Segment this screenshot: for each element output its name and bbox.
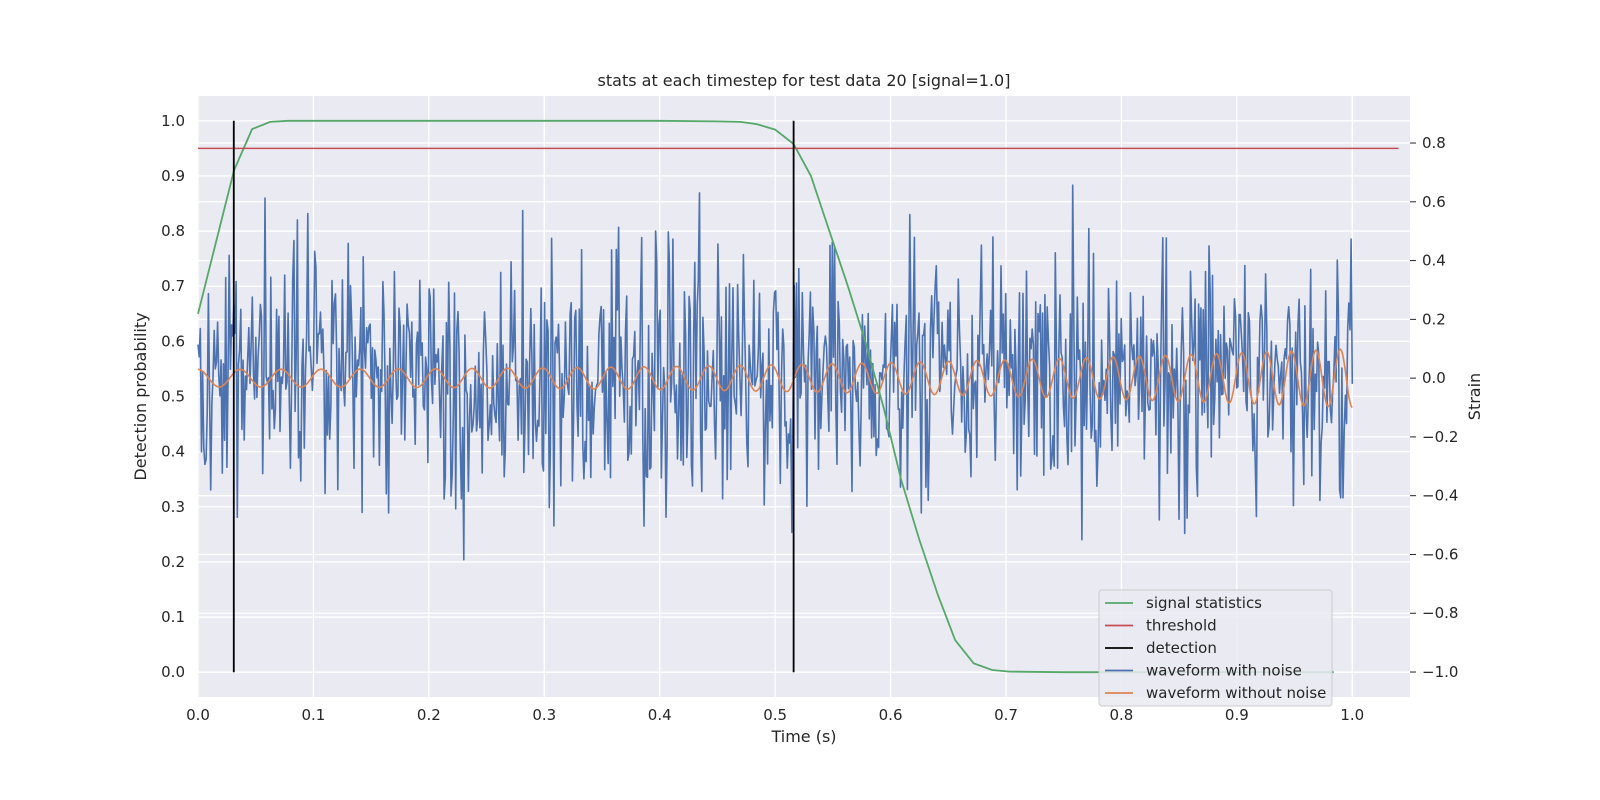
y-right-tick-label: 0.8: [1422, 134, 1446, 152]
y-tick-label: 0.6: [161, 332, 185, 350]
x-tick-label: 0.9: [1225, 706, 1249, 724]
y-tick-label: 0.3: [161, 498, 185, 516]
y-tick-label: 0.8: [161, 222, 185, 240]
x-tick-label: 0.6: [879, 706, 903, 724]
y-right-tick-label: −0.2: [1422, 428, 1458, 446]
y-axis-label: Detection probability: [131, 312, 150, 480]
y-right-tick-label: 0.0: [1422, 369, 1446, 387]
x-tick-label: 0.2: [417, 706, 441, 724]
y-right-tick-label: 0.6: [1422, 193, 1446, 211]
chart-title: stats at each timestep for test data 20 …: [598, 71, 1011, 90]
x-tick-label: 1.0: [1340, 706, 1364, 724]
x-tick-label: 0.7: [994, 706, 1018, 724]
legend-label: waveform without noise: [1146, 684, 1326, 702]
y-tick-label: 0.9: [161, 167, 185, 185]
y-tick-label: 0.0: [161, 663, 185, 681]
y-axis-label-right: Strain: [1465, 373, 1484, 420]
y-tick-label: 1.0: [161, 112, 185, 130]
series-layer: [197, 119, 1399, 674]
legend-box: [1098, 589, 1333, 707]
y-tick-label: 0.4: [161, 443, 185, 461]
left-axis-ticks: 0.0 0.1 0.2 0.3 0.4 0.5 0.6 0.7 0.8 0.9 1.0: [161, 112, 185, 681]
legend-label: threshold: [1146, 617, 1217, 635]
legend-label: detection: [1146, 639, 1217, 657]
x-tick-label: 0.8: [1109, 706, 1133, 724]
y-tick-label: 0.7: [161, 277, 185, 295]
series-signal-statistics: [197, 119, 1334, 674]
legend: signal statistics threshold detection wavef…: [1098, 589, 1333, 707]
x-tick-label: 0.4: [648, 706, 672, 724]
right-axis-ticks: −1.0 −0.8 −0.6 −0.4 −0.2 0.0 0.2 0.4 0.6 0.8: [1410, 134, 1458, 681]
y-right-tick-label: 0.2: [1422, 310, 1446, 328]
x-tick-label: 0.5: [763, 706, 787, 724]
y-right-tick-label: −1.0: [1422, 663, 1458, 681]
x-tick-label: 0.0: [186, 706, 210, 724]
series-waveform-with-noise: [197, 184, 1354, 561]
y-right-tick-label: −0.4: [1422, 487, 1458, 505]
legend-label: signal statistics: [1146, 594, 1262, 612]
x-axis-label: Time (s): [770, 727, 836, 746]
x-tick-label: 0.3: [532, 706, 556, 724]
y-tick-label: 0.5: [161, 388, 185, 406]
series-waveform-without-noise: [197, 348, 1353, 409]
legend-label: waveform with noise: [1146, 662, 1302, 680]
x-tick-label: 0.1: [301, 706, 325, 724]
y-right-tick-label: −0.6: [1422, 545, 1458, 563]
y-tick-label: 0.1: [161, 608, 185, 626]
x-axis-ticks: 0.0 0.1 0.2 0.3 0.4 0.5 0.6 0.7 0.8 0.9 1.0: [186, 706, 1364, 724]
y-right-tick-label: 0.4: [1422, 252, 1446, 270]
y-tick-label: 0.2: [161, 553, 185, 571]
y-right-tick-label: −0.8: [1422, 604, 1458, 622]
